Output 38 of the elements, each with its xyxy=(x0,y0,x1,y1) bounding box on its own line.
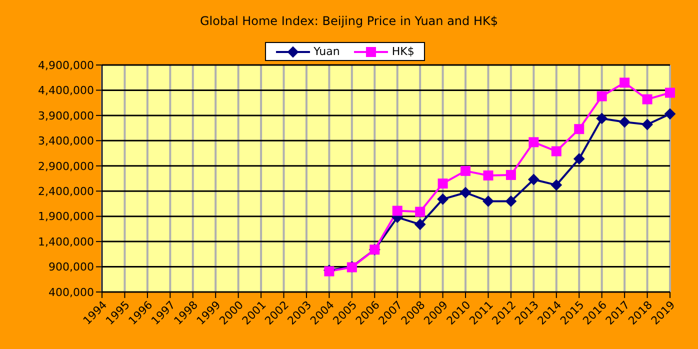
point xyxy=(392,206,402,216)
point xyxy=(620,78,630,88)
point xyxy=(482,196,494,207)
y-tick-label: 1,400,000 xyxy=(38,235,94,248)
point xyxy=(460,166,471,176)
legend-label: HK$ xyxy=(392,45,414,58)
y-tick-label: 2,900,000 xyxy=(38,160,94,173)
y-tick-label: 3,400,000 xyxy=(38,134,94,148)
point xyxy=(550,180,562,191)
y-tick-label: 1,900,000 xyxy=(38,210,94,224)
point xyxy=(574,153,585,164)
point xyxy=(460,187,472,198)
point xyxy=(596,112,608,124)
point xyxy=(551,146,562,156)
y-tick-label: 900,000 xyxy=(48,260,94,274)
point xyxy=(642,119,653,130)
point xyxy=(528,137,539,148)
point xyxy=(665,88,675,98)
point xyxy=(506,170,516,180)
point xyxy=(437,194,448,205)
point xyxy=(642,94,652,104)
point xyxy=(483,170,494,180)
chart-title: Global Home Index: Beijing Price in Yuan and HK$ xyxy=(199,14,499,28)
point xyxy=(414,218,426,230)
point xyxy=(505,196,516,207)
y-tick-label: 4,400,000 xyxy=(38,84,94,98)
legend-label: Yuan xyxy=(314,45,340,58)
point xyxy=(438,178,448,189)
point xyxy=(596,91,607,102)
y-tick-label: 3,900,000 xyxy=(38,109,94,122)
point xyxy=(528,174,540,186)
point xyxy=(664,108,676,120)
y-tick-label: 2,400,000 xyxy=(38,185,94,198)
point xyxy=(619,116,630,128)
point xyxy=(574,124,584,134)
y-tick-label: 4,900,000 xyxy=(38,58,94,72)
y-tick-label: 400,000 xyxy=(48,286,94,299)
point xyxy=(415,206,426,217)
